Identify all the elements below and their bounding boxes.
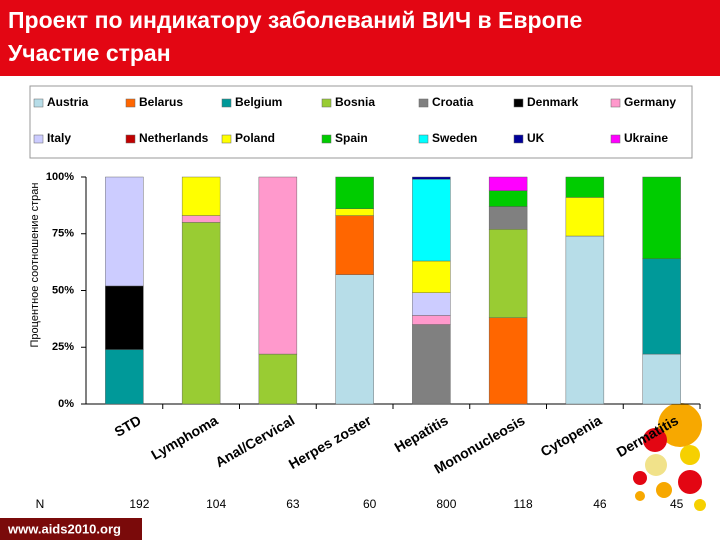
- y-tick-label: 50%: [52, 284, 74, 296]
- bar-segment: [488, 317, 528, 405]
- bar-segment: [412, 315, 451, 325]
- n-value: 118: [514, 497, 533, 511]
- n-value: 192: [129, 497, 149, 511]
- bar-segment: [181, 215, 221, 223]
- legend-swatch: [221, 134, 232, 144]
- y-tick-label: 25%: [52, 341, 74, 353]
- legend-label: Croatia: [432, 95, 474, 109]
- legend-label: Netherlands: [139, 131, 209, 145]
- bar-segment: [412, 179, 451, 262]
- decor-circle: [635, 491, 645, 501]
- legend-label: Austria: [47, 95, 89, 109]
- bar-segment: [335, 208, 374, 216]
- header-band: [0, 0, 720, 76]
- legend-label: Belarus: [139, 95, 183, 109]
- bar-segment: [258, 176, 298, 355]
- bar-segment: [181, 222, 221, 405]
- legend-label: Spain: [335, 131, 368, 145]
- n-value: 45: [670, 497, 684, 511]
- bar-segment: [412, 324, 451, 405]
- bar-segment: [105, 176, 144, 287]
- title: Проект по индикатору заболеваний ВИЧ в Е…: [8, 7, 582, 33]
- bar-segment: [565, 235, 605, 405]
- bar-segment: [105, 349, 144, 405]
- decor-circle: [658, 403, 702, 447]
- bar-segment: [412, 176, 451, 180]
- legend-swatch: [418, 98, 429, 108]
- y-axis-label: Процентное соотношение стран: [29, 183, 41, 348]
- legend-swatch: [125, 98, 136, 108]
- bar-segment: [565, 176, 605, 198]
- legend-label: Germany: [624, 95, 676, 109]
- legend-label: Poland: [235, 131, 275, 145]
- legend-label: Italy: [47, 131, 71, 145]
- legend-swatch: [125, 134, 136, 144]
- legend-swatch: [513, 98, 524, 108]
- footer: www.aids2010.org: [7, 521, 121, 536]
- bar-segment: [565, 197, 605, 237]
- legend-swatch: [221, 98, 232, 108]
- decor-circle: [680, 445, 700, 465]
- decor-circle: [643, 428, 667, 452]
- bar-segment: [105, 285, 144, 350]
- n-label: N: [36, 497, 45, 511]
- legend-label: Bosnia: [335, 95, 375, 109]
- legend-swatch: [610, 98, 621, 108]
- n-value: 60: [363, 497, 377, 511]
- y-tick-label: 75%: [52, 228, 74, 240]
- bar-segment: [642, 258, 681, 355]
- legend-swatch: [321, 134, 332, 144]
- subtitle: Участие стран: [8, 40, 171, 66]
- bar-segment: [335, 274, 374, 405]
- legend-label: Belgium: [235, 95, 282, 109]
- bar-segment: [412, 260, 451, 293]
- bar-segment: [488, 190, 528, 207]
- decor-circle: [633, 471, 647, 485]
- decoration: [633, 403, 706, 511]
- legend-swatch: [321, 98, 332, 108]
- legend-swatch: [418, 134, 429, 144]
- bar-segment: [642, 353, 681, 405]
- legend-label: Ukraine: [624, 131, 668, 145]
- legend-label: Sweden: [432, 131, 477, 145]
- n-value: 800: [436, 497, 456, 511]
- decor-circle: [645, 454, 667, 476]
- n-value: 104: [206, 497, 226, 511]
- legend-label: Denmark: [527, 95, 579, 109]
- legend-box: [29, 85, 693, 159]
- bar-segment: [488, 206, 528, 230]
- bar-segment: [488, 229, 528, 318]
- y-tick-label: 0%: [58, 398, 74, 410]
- legend-swatch: [33, 134, 44, 144]
- legend-label: UK: [527, 131, 545, 145]
- bar-segment: [181, 176, 221, 216]
- y-tick-label: 100%: [46, 171, 74, 183]
- bar-segment: [642, 176, 681, 259]
- footer-band: [0, 518, 142, 540]
- decor-circle: [656, 482, 672, 498]
- bar-segment: [412, 292, 451, 316]
- n-value: 46: [593, 497, 607, 511]
- legend-swatch: [513, 134, 524, 144]
- bar-segment: [335, 215, 374, 275]
- legend-swatch: [610, 134, 621, 144]
- decor-circle: [694, 499, 706, 511]
- decor-circle: [678, 470, 702, 494]
- n-value: 63: [286, 497, 300, 511]
- bar-segment: [258, 353, 298, 405]
- bar-segment: [335, 176, 374, 209]
- legend-swatch: [33, 98, 44, 108]
- bar-segment: [488, 176, 528, 191]
